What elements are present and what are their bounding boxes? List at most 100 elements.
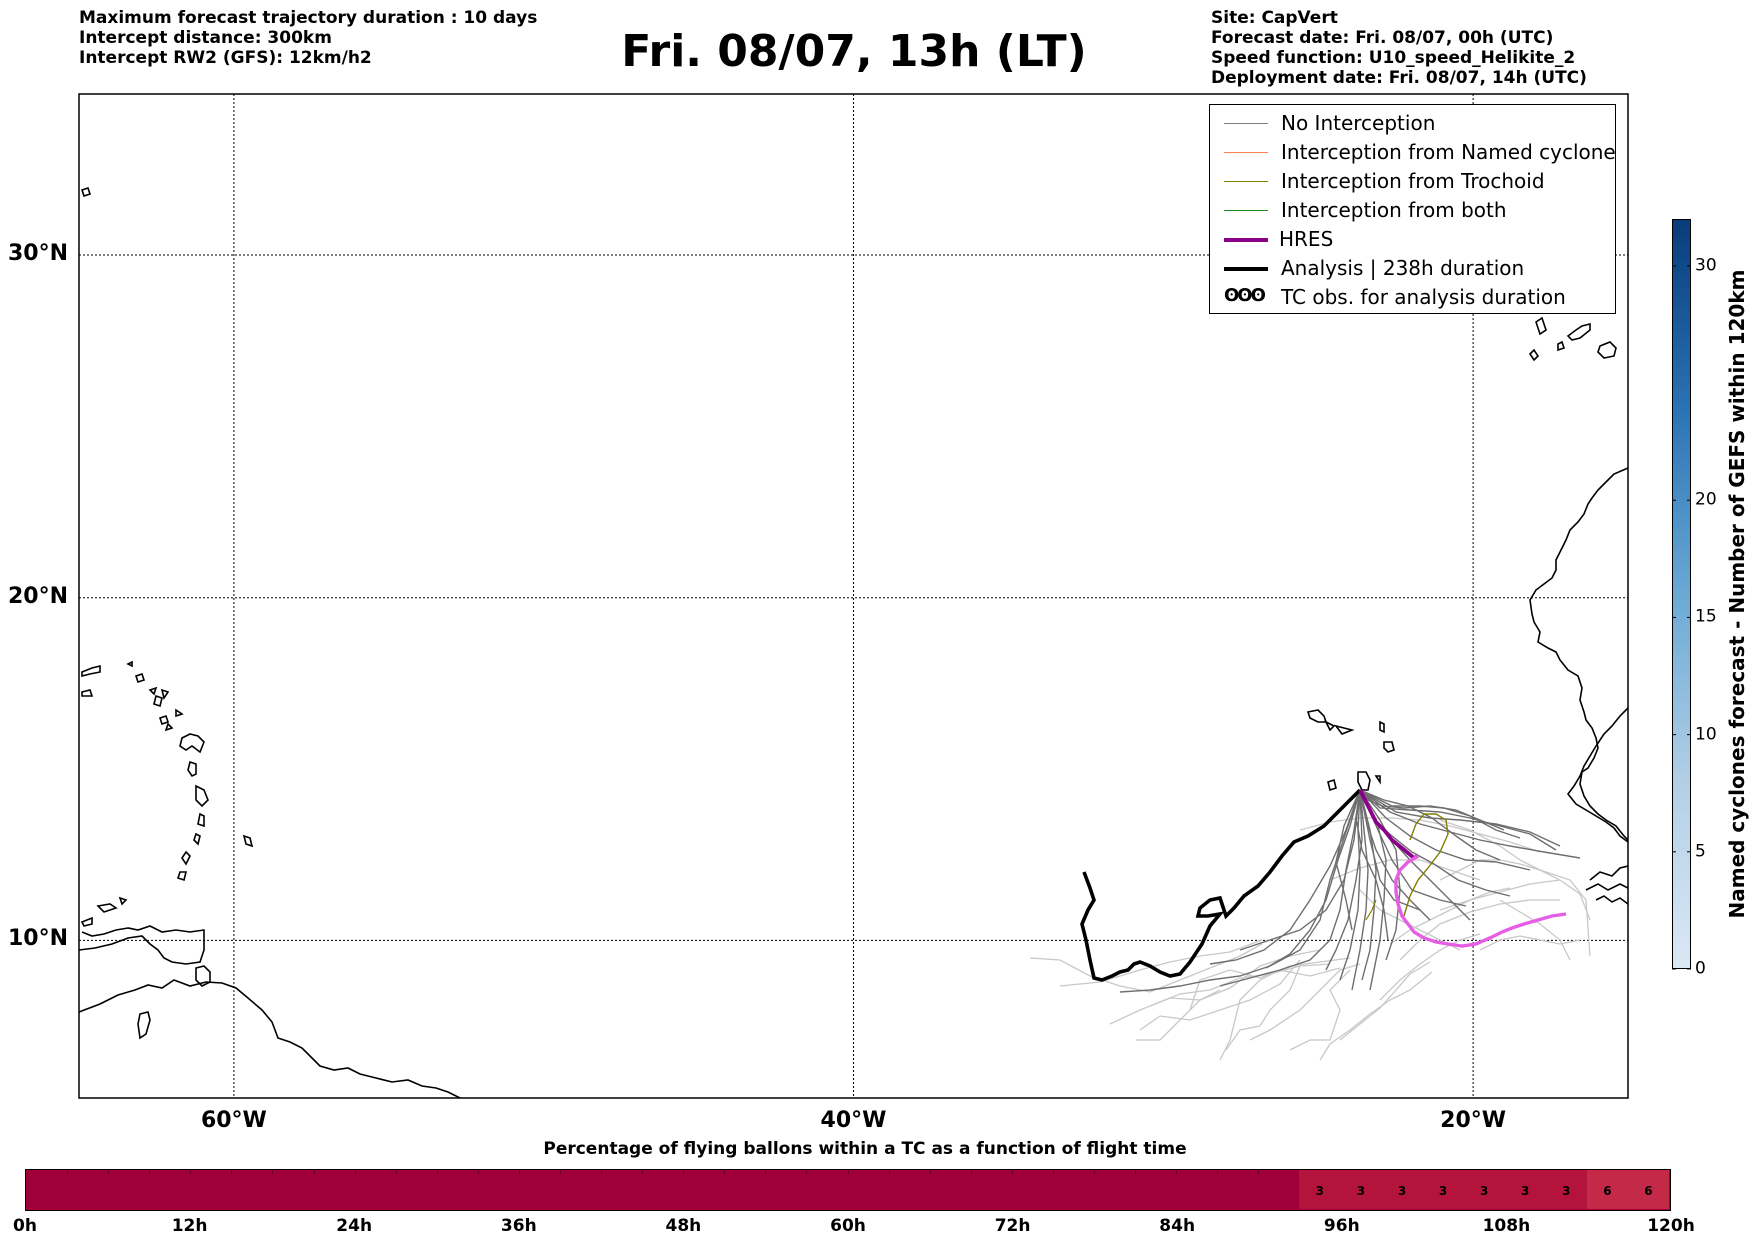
island-grenadines xyxy=(181,850,191,866)
page-title: Fri. 08/07, 13h (LT) xyxy=(621,26,1087,77)
trajectories-no-interception xyxy=(1119,789,1581,993)
bar-cell-separator xyxy=(970,1170,972,1174)
coast-africa xyxy=(1529,467,1628,841)
island-canary-2 xyxy=(1557,340,1566,352)
bar-cell-separator xyxy=(108,1170,110,1174)
bar-cell-separator xyxy=(847,1170,849,1174)
legend-label: TC obs. for analysis duration xyxy=(1281,285,1566,309)
trajectory-trochoid-2 xyxy=(1365,899,1377,921)
bar-cell-separator xyxy=(765,1170,767,1174)
island-capeverde-sao-nicolau xyxy=(1334,724,1355,735)
bar-cell-separator xyxy=(149,1170,151,1174)
colorbar-tick-label: 15 xyxy=(1695,606,1717,627)
intercept-rw2-text: Intercept RW2 (GFS): 12km/h2 xyxy=(79,48,372,68)
legend-label: No Interception xyxy=(1281,111,1436,135)
bar-cell-separator xyxy=(313,1170,315,1174)
bar-cell: 3 xyxy=(1340,1170,1382,1209)
island-dominica xyxy=(187,760,197,778)
forecast-date-text: Forecast date: Fri. 08/07, 00h (UTC) xyxy=(1211,28,1554,48)
bar-cell: 3 xyxy=(1545,1170,1587,1209)
bar-cell-separator xyxy=(1093,1170,1095,1174)
island-margarita xyxy=(80,916,93,927)
legend-item-analysis: Analysis | 238h duration xyxy=(1218,254,1608,283)
island-tobago xyxy=(137,1011,151,1040)
island-caribbean-7 xyxy=(153,694,163,708)
island-caribbean-10 xyxy=(164,722,174,732)
latitude-label: 20°N xyxy=(8,583,69,609)
latitude-label: 10°N xyxy=(8,926,69,952)
colorbar-tick-label: 5 xyxy=(1695,841,1706,862)
island-capeverde-santiago xyxy=(1357,771,1371,791)
legend-item-tc-obs: ʘʘʘ TC obs. for analysis duration xyxy=(1218,283,1608,312)
legend-item-no-interception: No Interception xyxy=(1218,109,1608,138)
bar-cell: 6 xyxy=(1586,1170,1628,1209)
intercept-distance-text: Intercept distance: 300km xyxy=(79,28,332,48)
bar-cell-separator xyxy=(1135,1170,1137,1174)
header-left-info: Maximum forecast trajectory duration : 1… xyxy=(79,8,537,68)
island-canary-3 xyxy=(1528,348,1540,362)
bar-cell-separator xyxy=(190,1170,192,1174)
island-canary-4 xyxy=(1566,322,1591,341)
island-guadeloupe xyxy=(179,733,205,754)
island-st-lucia xyxy=(197,812,205,828)
island-st-vincent xyxy=(193,832,201,846)
island-caribbean-5 xyxy=(148,686,158,696)
trajectory-analysis xyxy=(1080,788,1362,982)
bar-cell-separator xyxy=(683,1170,685,1174)
flight-time-tick: 12h xyxy=(171,1216,208,1236)
bar-cell-separator xyxy=(67,1170,69,1174)
legend-swatch xyxy=(1224,267,1268,271)
max-duration-text: Maximum forecast trajectory duration : 1… xyxy=(79,8,538,28)
bar-cell-separator xyxy=(1052,1170,1054,1174)
longitude-label: 40°W xyxy=(820,1108,887,1133)
trajectory-trochoid xyxy=(1403,813,1449,917)
legend-swatch xyxy=(1224,181,1268,182)
flight-time-tick: 0h xyxy=(13,1216,37,1236)
bar-cell-separator xyxy=(806,1170,808,1174)
colorbar-tick-label: 20 xyxy=(1695,489,1717,510)
bar-cell-separator xyxy=(272,1170,274,1174)
island-capeverde-sal xyxy=(1379,720,1385,734)
island-caribbean-9 xyxy=(175,708,184,718)
legend-item-named-cyclone: Interception from Named cyclone xyxy=(1218,138,1616,167)
flight-time-tick: 108h xyxy=(1482,1216,1531,1236)
bar-cell: 3 xyxy=(1504,1170,1546,1209)
island-caribbean-1 xyxy=(81,664,101,678)
flight-time-tick: 24h xyxy=(336,1216,373,1236)
coast-africa-guinea xyxy=(1566,707,1628,843)
bar-cell-separator xyxy=(436,1170,438,1174)
legend-label: Interception from Named cyclone xyxy=(1281,140,1616,164)
flight-time-tick: 48h xyxy=(665,1216,702,1236)
bar-cell-separator xyxy=(888,1170,890,1174)
bar-cell-separator xyxy=(1217,1170,1219,1174)
coast-africa-far-south xyxy=(1595,895,1628,905)
island-barbados xyxy=(242,834,254,848)
bar-cell-separator xyxy=(395,1170,397,1174)
island-capeverde-fogo xyxy=(1327,778,1337,792)
island-martinique xyxy=(195,784,209,808)
legend-label: Interception from both xyxy=(1281,198,1507,222)
island-far-west xyxy=(80,186,92,198)
trajectory-hres-late xyxy=(1394,854,1567,948)
legend: No Interception Interception from Named … xyxy=(1209,104,1616,314)
longitude-label: 20°W xyxy=(1440,1108,1507,1133)
bar-cell-separator xyxy=(518,1170,520,1174)
bar-cell: 3 xyxy=(1463,1170,1505,1209)
deployment-date-text: Deployment date: Fri. 08/07, 14h (UTC) xyxy=(1211,68,1587,88)
legend-item-hres: HRES xyxy=(1218,225,1608,254)
latitude-label: 30°N xyxy=(8,241,69,267)
legend-item-both: Interception from both xyxy=(1218,196,1608,225)
island-curacao xyxy=(118,896,128,906)
colorbar-tick-label: 10 xyxy=(1695,724,1717,745)
island-grenada xyxy=(176,871,188,882)
legend-swatch xyxy=(1224,210,1268,211)
bar-cell-separator xyxy=(929,1170,931,1174)
colorbar-tick-label: 30 xyxy=(1695,255,1717,276)
legend-item-trochoid: Interception from Trochoid xyxy=(1218,167,1608,196)
coast-trinidad xyxy=(195,965,211,987)
flight-time-tick: 96h xyxy=(1323,1216,1360,1236)
bar-cell-separator xyxy=(559,1170,561,1174)
island-capeverde-sao-vicente xyxy=(1324,720,1336,732)
coast-south-america xyxy=(79,979,461,1098)
